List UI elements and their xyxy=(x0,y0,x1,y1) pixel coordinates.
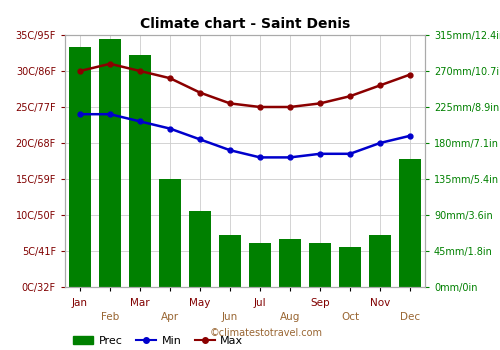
Text: Mar: Mar xyxy=(130,298,150,308)
Legend: Prec, Min, Max: Prec, Min, Max xyxy=(69,331,248,350)
Bar xyxy=(309,243,331,287)
Bar xyxy=(99,39,121,287)
Title: Climate chart - Saint Denis: Climate chart - Saint Denis xyxy=(140,17,350,31)
Text: Oct: Oct xyxy=(341,312,359,322)
Text: Apr: Apr xyxy=(161,312,179,322)
Text: May: May xyxy=(190,298,210,308)
Text: Jan: Jan xyxy=(72,298,88,308)
Bar xyxy=(129,55,151,287)
Bar xyxy=(159,179,181,287)
Text: Nov: Nov xyxy=(370,298,390,308)
Text: Dec: Dec xyxy=(400,312,420,322)
Text: Jun: Jun xyxy=(222,312,238,322)
Text: ©climatestotravel.com: ©climatestotravel.com xyxy=(210,328,323,338)
Bar xyxy=(249,243,271,287)
Text: Sep: Sep xyxy=(310,298,330,308)
Bar xyxy=(399,159,421,287)
Bar xyxy=(369,235,391,287)
Bar xyxy=(189,211,211,287)
Text: Feb: Feb xyxy=(101,312,119,322)
Bar xyxy=(279,239,301,287)
Bar xyxy=(339,247,361,287)
Bar xyxy=(69,47,91,287)
Text: Jul: Jul xyxy=(254,298,266,308)
Bar xyxy=(219,235,241,287)
Text: Aug: Aug xyxy=(280,312,300,322)
